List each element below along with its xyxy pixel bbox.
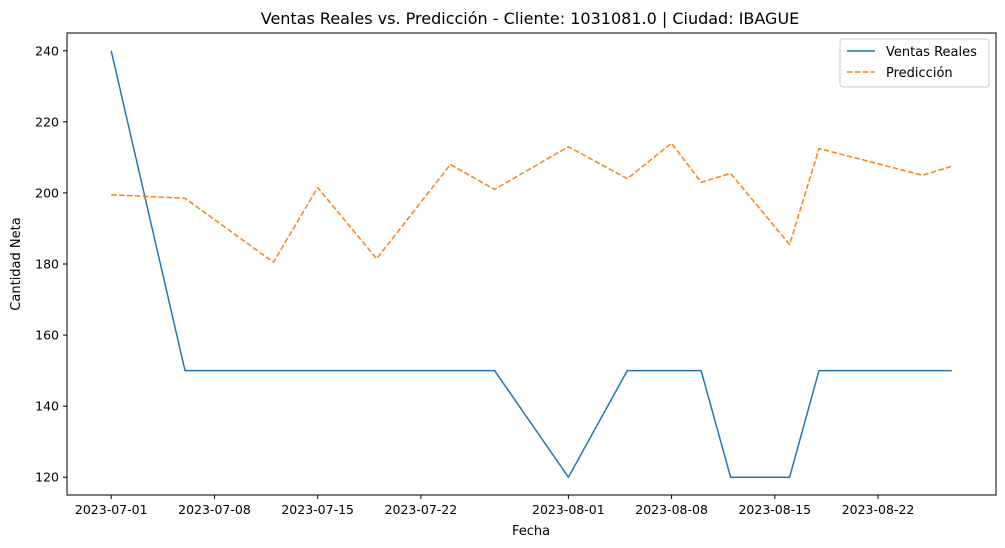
legend: Ventas Reales Predicción	[839, 38, 990, 88]
x-tick-label: 2023-08-15	[738, 502, 811, 517]
series-line-0	[110, 50, 952, 478]
legend-label-ventas-reales: Ventas Reales	[886, 45, 977, 60]
y-tick-label: 200	[35, 185, 59, 200]
x-axis-label: Fecha	[512, 524, 550, 539]
y-axis-label: Cantidad Neta	[9, 217, 24, 310]
y-tick-label: 160	[35, 328, 59, 343]
x-tick-label: 2023-08-01	[532, 502, 605, 517]
y-tick-label: 220	[35, 114, 59, 129]
plot-frame	[66, 32, 997, 496]
x-tick-label: 2023-08-22	[842, 502, 915, 517]
plot-area	[110, 50, 953, 478]
x-tick-label: 2023-07-08	[178, 502, 251, 517]
x-axis: 2023-07-01 2023-07-08 2023-07-15 2023-07-22…	[75, 495, 914, 517]
x-tick-label: 2023-07-22	[385, 502, 458, 517]
x-tick-label: 2023-07-15	[281, 502, 354, 517]
series-line-1	[111, 142, 953, 263]
y-tick-label: 140	[35, 399, 59, 414]
y-tick-label: 120	[35, 470, 59, 485]
y-tick-label: 240	[35, 43, 59, 58]
legend-label-prediccion: Predicción	[886, 66, 953, 81]
x-tick-label: 2023-07-01	[75, 502, 148, 517]
y-axis: 120 140 160 180 200 220 240	[35, 43, 67, 485]
y-tick-label: 180	[35, 257, 59, 272]
legend-box	[839, 38, 990, 88]
chart-title: Ventas Reales vs. Predicción - Cliente: …	[261, 9, 800, 28]
x-tick-label: 2023-08-08	[635, 502, 708, 517]
